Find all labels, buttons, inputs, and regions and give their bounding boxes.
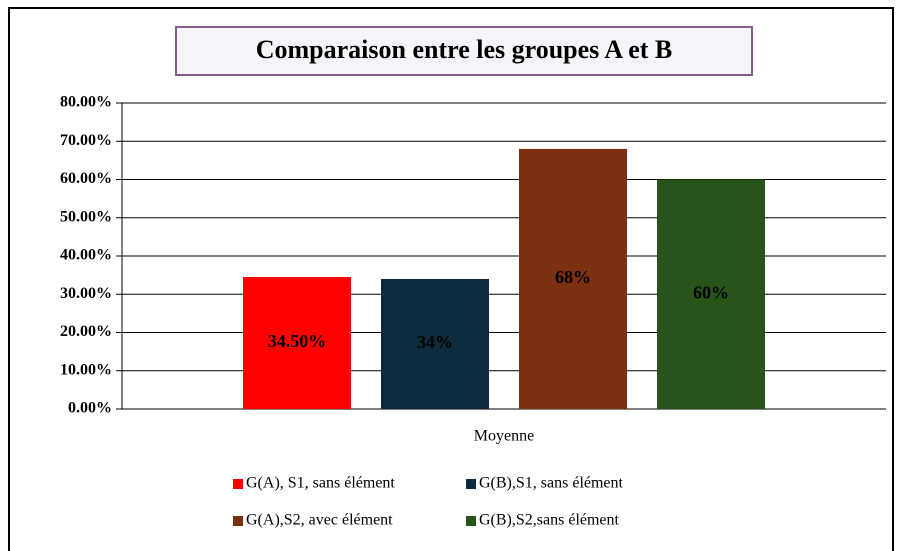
data-label: 68%	[555, 267, 591, 287]
bar	[519, 148, 627, 409]
y-tick-label: 40.00%	[60, 247, 112, 264]
legend-swatch	[466, 479, 476, 489]
bar	[657, 179, 765, 409]
legend-label: G(A),S2, avec élément	[246, 512, 393, 529]
data-label: 60%	[693, 282, 729, 302]
legend-swatch	[233, 479, 243, 489]
y-tick-label: 80.00%	[60, 94, 112, 111]
legend-label: G(B),S2,sans élément	[479, 512, 620, 529]
chart-title: Comparaison entre les groupes A et B	[256, 35, 672, 64]
data-label: 34.50%	[268, 331, 327, 351]
y-tick-label: 60.00%	[60, 170, 112, 187]
y-tick-label: 20.00%	[60, 323, 112, 340]
bar	[381, 278, 489, 409]
legend-swatch	[466, 516, 476, 526]
title-box	[175, 26, 753, 76]
x-tick-label: Moyenne	[474, 428, 534, 445]
bar	[243, 277, 351, 409]
legend-label: G(B),S1, sans élément	[479, 475, 624, 492]
y-tick-label: 70.00%	[60, 132, 112, 149]
legend-label: G(A), S1, sans élément	[246, 475, 395, 492]
y-tick-label: 50.00%	[60, 208, 112, 225]
data-label: 34%	[417, 332, 453, 352]
y-tick-label: 30.00%	[60, 285, 112, 302]
legend-swatch	[233, 516, 243, 526]
y-tick-label: 10.00%	[60, 361, 112, 378]
y-tick-label: 0.00%	[68, 400, 112, 417]
